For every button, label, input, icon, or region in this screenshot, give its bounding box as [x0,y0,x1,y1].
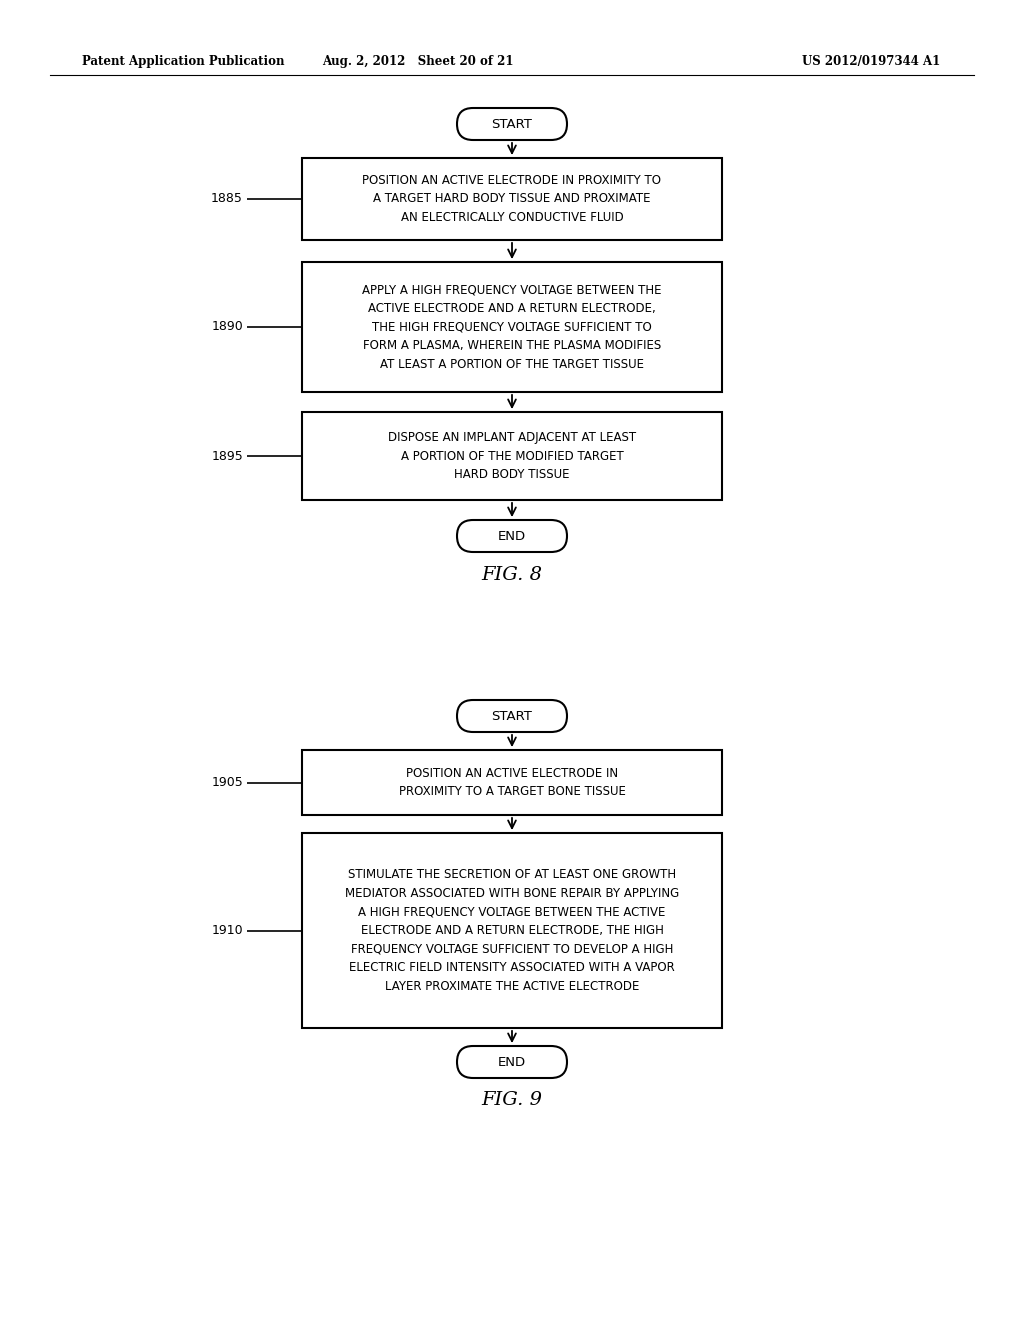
Text: Patent Application Publication: Patent Application Publication [82,55,285,69]
FancyBboxPatch shape [457,700,567,733]
Text: END: END [498,1056,526,1068]
Text: POSITION AN ACTIVE ELECTRODE IN PROXIMITY TO
A TARGET HARD BODY TISSUE AND PROXI: POSITION AN ACTIVE ELECTRODE IN PROXIMIT… [362,174,662,224]
FancyBboxPatch shape [457,1045,567,1078]
Text: 1910: 1910 [211,924,243,937]
Text: END: END [498,529,526,543]
Text: START: START [492,710,532,722]
Text: APPLY A HIGH FREQUENCY VOLTAGE BETWEEN THE
ACTIVE ELECTRODE AND A RETURN ELECTRO: APPLY A HIGH FREQUENCY VOLTAGE BETWEEN T… [362,284,662,371]
Text: STIMULATE THE SECRETION OF AT LEAST ONE GROWTH
MEDIATOR ASSOCIATED WITH BONE REP: STIMULATE THE SECRETION OF AT LEAST ONE … [345,869,679,993]
Text: 1895: 1895 [211,450,243,462]
Text: 1905: 1905 [211,776,243,789]
Bar [302,833,722,1028]
Bar [302,412,722,500]
Text: US 2012/0197344 A1: US 2012/0197344 A1 [802,55,940,69]
Text: 1885: 1885 [211,193,243,206]
FancyBboxPatch shape [457,108,567,140]
Text: POSITION AN ACTIVE ELECTRODE IN
PROXIMITY TO A TARGET BONE TISSUE: POSITION AN ACTIVE ELECTRODE IN PROXIMIT… [398,767,626,799]
Text: FIG. 8: FIG. 8 [481,566,543,583]
Bar [302,158,722,240]
Text: Aug. 2, 2012   Sheet 20 of 21: Aug. 2, 2012 Sheet 20 of 21 [323,55,514,69]
Bar [302,750,722,814]
Text: FIG. 9: FIG. 9 [481,1092,543,1109]
Text: START: START [492,117,532,131]
Text: DISPOSE AN IMPLANT ADJACENT AT LEAST
A PORTION OF THE MODIFIED TARGET
HARD BODY : DISPOSE AN IMPLANT ADJACENT AT LEAST A P… [388,432,636,480]
FancyBboxPatch shape [457,520,567,552]
Text: 1890: 1890 [211,321,243,334]
Bar [302,261,722,392]
